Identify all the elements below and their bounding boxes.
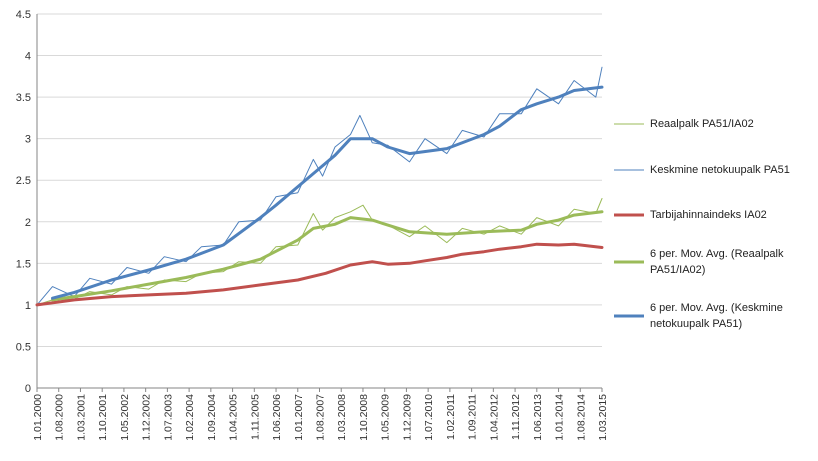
- legend-item-mov-avg-keskmine: 6 per. Mov. Avg. (Keskmine netokuupalk P…: [614, 300, 818, 332]
- legend-item-reaalpalk: Reaalpalk PA51/IA02: [614, 116, 818, 132]
- y-tick-label: 2.5: [16, 175, 31, 187]
- y-tick-label: 0.5: [16, 341, 31, 353]
- series-line-1: [36, 66, 603, 306]
- x-tick-label: 1.10.2008: [358, 394, 370, 441]
- legend-label: 6 per. Mov. Avg. (Reaalpalk PA51/IA02): [650, 248, 784, 276]
- series-line-4: [51, 85, 604, 300]
- gridlines: [36, 13, 602, 389]
- x-tick-label: 1.01.2007: [293, 394, 305, 441]
- y-tick-label: 3.5: [16, 92, 31, 104]
- legend-label: Reaalpalk PA51/IA02: [650, 118, 754, 130]
- y-tick-label: 1.5: [16, 258, 31, 270]
- x-tick-label: 1.09.2004: [206, 394, 218, 441]
- series-line-3: [51, 210, 604, 302]
- legend-label: Tarbijahinnaindeks IA02: [650, 209, 767, 221]
- x-tick-label: 1.12.2002: [141, 394, 153, 441]
- x-tick-label: 1.08.2000: [54, 394, 66, 441]
- legend-item-mov-avg-reaalpalk: 6 per. Mov. Avg. (Reaalpalk PA51/IA02): [614, 246, 818, 278]
- y-tick-label: 2: [25, 217, 31, 229]
- legend-item-tarbijahinnaindeks: Tarbijahinnaindeks IA02: [614, 207, 818, 223]
- legend: Reaalpalk PA51/IA02 Keskmine netokuupalk…: [614, 0, 818, 461]
- x-tick-label: 1.04.2012: [488, 394, 500, 441]
- y-tick-label: 3: [25, 134, 31, 146]
- x-tick-label: 1.08.2007: [315, 394, 327, 441]
- legend-swatch: [614, 213, 644, 217]
- x-axis: 1.01.2000 1.08.2000 1.03.2001 1.10.2001 1.05…: [32, 388, 609, 441]
- y-tick-label: 4.5: [16, 9, 31, 21]
- x-tick-label: 1.01.2000: [32, 394, 44, 441]
- legend-label: Keskmine netokuupalk PA51: [650, 164, 790, 176]
- x-tick-label: 1.06.2013: [532, 394, 544, 441]
- x-tick-label: 1.12.2009: [401, 394, 413, 441]
- x-tick-label: 1.11.2005: [249, 394, 261, 440]
- x-tick-label: 1.05.2009: [380, 394, 392, 441]
- x-tick-label: 1.03.2015: [597, 394, 609, 441]
- legend-label: 6 per. Mov. Avg. (Keskmine netokuupalk P…: [650, 302, 783, 330]
- x-tick-label: 1.06.2006: [271, 394, 283, 441]
- x-tick-label: 1.01.2014: [554, 394, 566, 441]
- legend-swatch: [614, 123, 644, 125]
- x-tick-label: 1.03.2001: [75, 394, 87, 441]
- x-tick-label: 1.10.2001: [97, 394, 109, 441]
- x-tick-label: 1.07.2003: [162, 394, 174, 441]
- y-tick-label: 4: [25, 51, 31, 63]
- legend-item-keskmine: Keskmine netokuupalk PA51: [614, 162, 818, 178]
- x-tick-label: 1.04.2005: [228, 394, 240, 441]
- y-axis: 0 0.5 1 1.5 2 2.5 3 3.5 4 4.5: [16, 9, 31, 395]
- x-tick-label: 1.09.2011: [467, 394, 479, 440]
- y-tick-label: 0: [25, 383, 31, 395]
- x-tick-label: 1.02.2011: [445, 394, 457, 440]
- legend-swatch: [614, 260, 644, 264]
- series-line-2: [35, 242, 604, 307]
- x-tick-label: 1.03.2008: [336, 394, 348, 441]
- x-tick-label: 1.02.2004: [184, 394, 196, 441]
- x-tick-label: 1.07.2010: [423, 394, 435, 441]
- y-tick-label: 1: [25, 300, 31, 312]
- x-tick-label: 1.05.2002: [119, 394, 131, 441]
- x-tick-label: 1.11.2012: [510, 394, 522, 440]
- series-lines: [35, 66, 604, 307]
- x-tick-label: 1.08.2014: [575, 394, 587, 441]
- legend-swatch: [614, 169, 644, 171]
- legend-swatch: [614, 314, 644, 318]
